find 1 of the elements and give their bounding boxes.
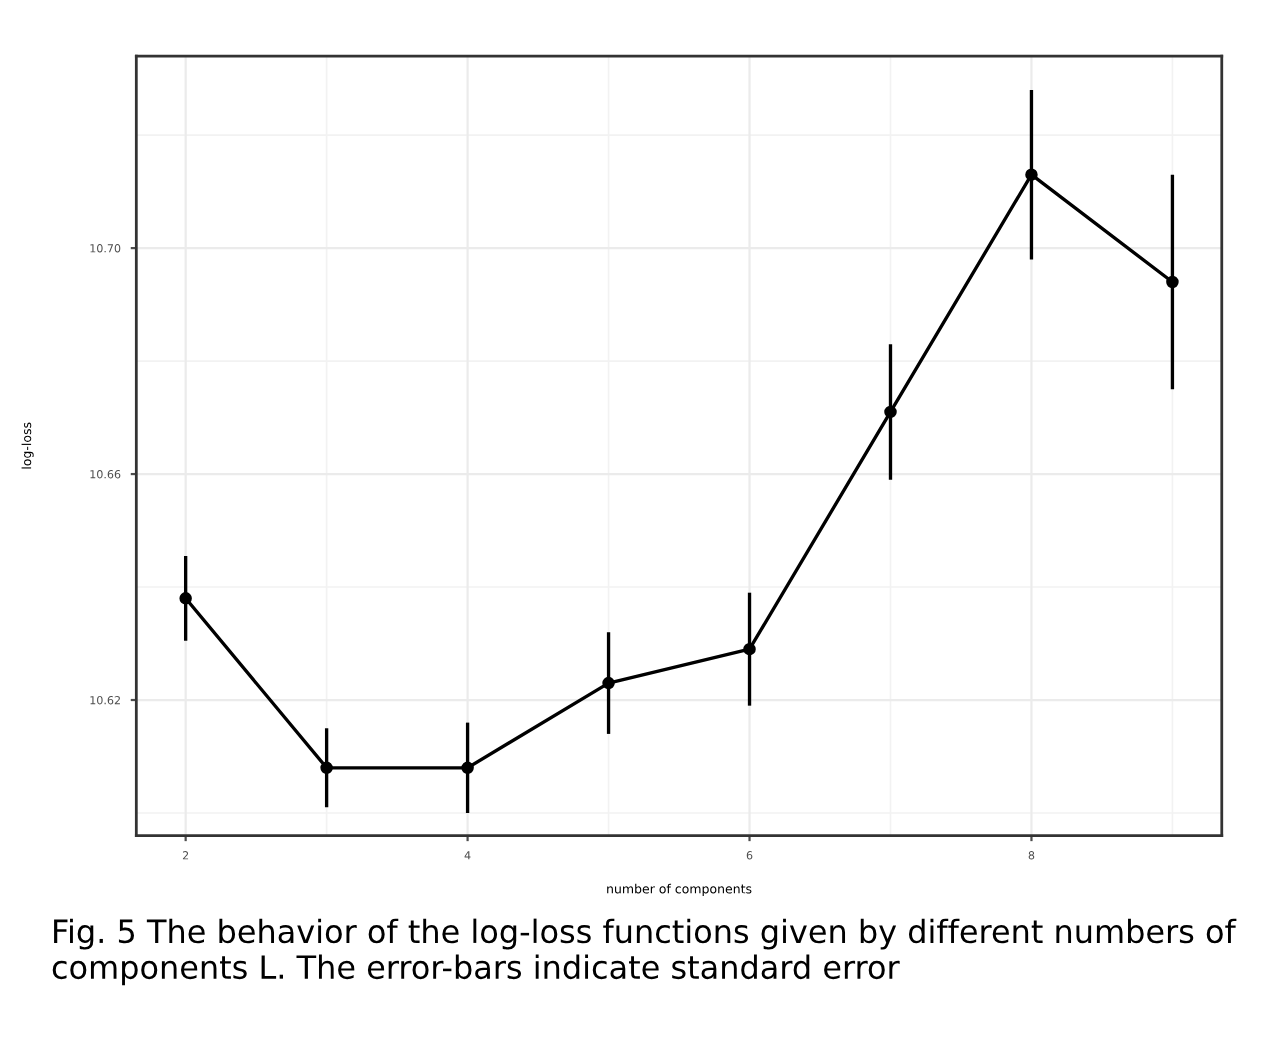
caption: Fig. 5 The behavior of the log-loss functions given by different numbers of components L. The error-bars indicate standard error: [52, 918, 1237, 986]
